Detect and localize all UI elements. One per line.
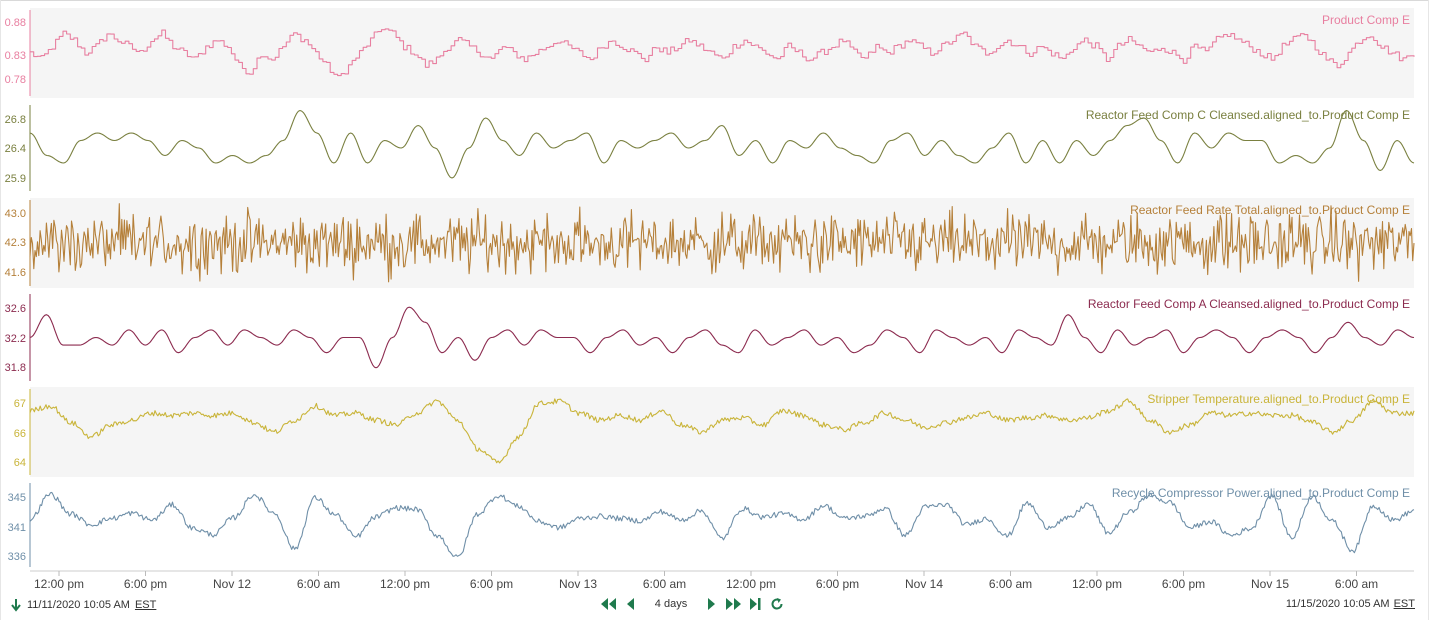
x-tick-label: 12:00 pm bbox=[726, 577, 776, 591]
x-tick-label: 6:00 am bbox=[297, 577, 340, 591]
arrow-down-icon[interactable] bbox=[10, 598, 22, 612]
x-tick-label: Nov 12 bbox=[213, 577, 251, 591]
time-navigation: 4 days bbox=[598, 596, 788, 612]
y-tick-label: 43.0 bbox=[5, 208, 26, 220]
start-timezone[interactable]: EST bbox=[134, 599, 157, 611]
y-tick-label: 341 bbox=[8, 522, 26, 534]
time-navigation-bar: 11/11/2020 10:05 AM EST 4 days bbox=[0, 592, 1429, 618]
series-name: Stripper Temperature.aligned_to.Product … bbox=[1147, 392, 1410, 406]
top-border bbox=[0, 0, 1429, 1]
y-tick-label: 26.4 bbox=[5, 143, 26, 155]
x-tick-label: 6:00 pm bbox=[470, 577, 513, 591]
x-tick-label: 6:00 pm bbox=[124, 577, 167, 591]
series-line[interactable] bbox=[29, 109, 1415, 179]
series-line[interactable] bbox=[30, 28, 1415, 77]
lane-background bbox=[30, 387, 1414, 477]
end-time[interactable]: 11/15/2020 10:05 AM bbox=[1285, 598, 1390, 610]
series-name: Product Comp E bbox=[1322, 13, 1410, 27]
series-line[interactable] bbox=[29, 306, 1415, 369]
y-tick-label: 25.9 bbox=[5, 173, 26, 185]
end-time-group: 11/15/2020 10:05 AM EST bbox=[1286, 598, 1415, 610]
series-name: Reactor Feed Rate Total.aligned_to.Produ… bbox=[1130, 203, 1410, 217]
x-tick-label: 6:00 am bbox=[643, 577, 686, 591]
x-tick-label: Nov 13 bbox=[559, 577, 597, 591]
y-tick-label: 32.6 bbox=[5, 303, 26, 315]
y-tick-label: 0.88 bbox=[5, 17, 26, 29]
x-tick-label: 6:00 pm bbox=[816, 577, 859, 591]
y-tick-label: 66 bbox=[14, 428, 26, 440]
start-time-group: 11/11/2020 10:05 AM EST bbox=[10, 598, 156, 612]
series-line[interactable] bbox=[29, 398, 1415, 464]
step-back-large-icon[interactable] bbox=[598, 596, 620, 612]
series-line[interactable] bbox=[29, 203, 1415, 283]
y-tick-label: 32.2 bbox=[5, 333, 26, 345]
trend-chart[interactable]: 0.88 0.83 0.78 Product Comp E 26.8 26.4 25.9 Re… bbox=[0, 0, 1429, 592]
x-tick-label: 12:00 pm bbox=[380, 577, 430, 591]
y-tick-label: 345 bbox=[8, 492, 26, 504]
y-tick-label: 0.83 bbox=[5, 50, 26, 62]
x-tick-label: 6:00 am bbox=[1335, 577, 1378, 591]
step-forward-icon[interactable] bbox=[700, 596, 722, 612]
y-tick-label: 41.6 bbox=[5, 267, 26, 279]
step-forward-large-icon[interactable] bbox=[722, 596, 744, 612]
y-tick-label: 0.78 bbox=[5, 74, 26, 86]
x-tick-label: Nov 15 bbox=[1251, 577, 1289, 591]
refresh-icon[interactable] bbox=[766, 596, 788, 612]
series-name: Recycle Compressor Power.aligned_to.Prod… bbox=[1112, 486, 1410, 500]
y-tick-label: 336 bbox=[8, 551, 26, 563]
y-tick-label: 67 bbox=[14, 398, 26, 410]
duration-label[interactable]: 4 days bbox=[654, 598, 688, 610]
y-tick-label: 42.3 bbox=[5, 237, 26, 249]
x-tick-label: Nov 14 bbox=[905, 577, 943, 591]
skip-to-end-icon[interactable] bbox=[744, 596, 766, 612]
x-tick-label: 12:00 pm bbox=[34, 577, 84, 591]
left-border bbox=[0, 0, 1, 620]
y-tick-label: 31.8 bbox=[5, 362, 26, 374]
series-name: Reactor Feed Comp A Cleansed.aligned_to.… bbox=[1088, 297, 1410, 311]
step-back-icon[interactable] bbox=[620, 596, 642, 612]
start-time[interactable]: 11/11/2020 10:05 AM bbox=[27, 599, 130, 611]
y-tick-label: 64 bbox=[14, 457, 26, 469]
lane-background bbox=[30, 8, 1414, 98]
x-tick-label: 12:00 pm bbox=[1072, 577, 1122, 591]
series-line[interactable] bbox=[29, 491, 1415, 557]
y-tick-label: 26.8 bbox=[5, 114, 26, 126]
x-tick-label: 6:00 pm bbox=[1162, 577, 1205, 591]
x-tick-label: 6:00 am bbox=[989, 577, 1032, 591]
series-name: Reactor Feed Comp C Cleansed.aligned_to.… bbox=[1086, 108, 1410, 122]
end-timezone[interactable]: EST bbox=[1393, 598, 1415, 610]
